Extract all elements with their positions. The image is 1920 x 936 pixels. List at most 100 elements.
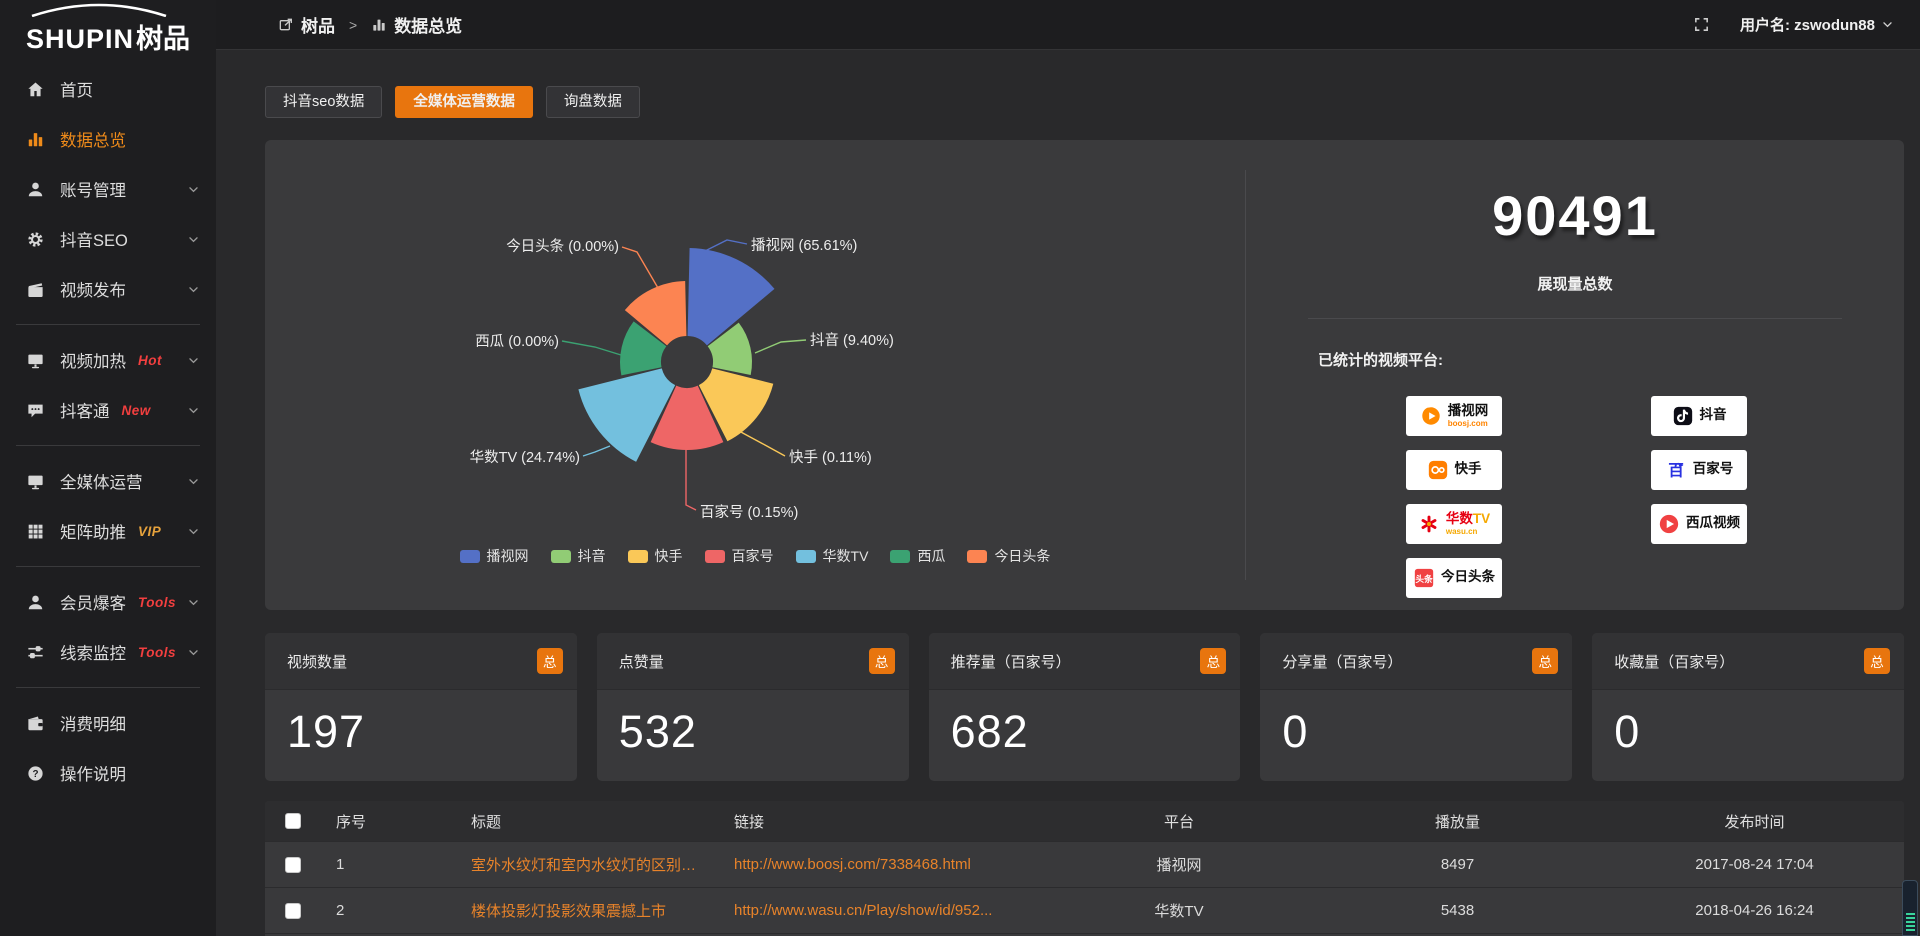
row-checkbox[interactable]: [284, 902, 301, 919]
sidebar-item[interactable]: 线索监控 Tools: [0, 627, 216, 677]
sidebar-item[interactable]: 消费明细: [0, 698, 216, 748]
legend-item[interactable]: 西瓜: [890, 546, 945, 566]
chevron-down-icon: [187, 233, 200, 246]
brand-name-cn: 树品: [136, 23, 190, 54]
rose-slice-抖音[interactable]: [707, 322, 752, 376]
sidebar-item-label: 线索监控: [60, 645, 126, 663]
sidebar-item[interactable]: 抖客通 New: [0, 385, 216, 435]
col-header-plays: 播放量: [1434, 813, 1480, 831]
cell-url-link[interactable]: http://www.wasu.cn/Play/show/id/952...: [734, 902, 993, 919]
label-line-西瓜: [561, 340, 622, 356]
slice-callout-百家号: 百家号 (0.15%): [700, 504, 798, 521]
chevron-down-icon: [1881, 18, 1894, 31]
screen-icon: [26, 472, 45, 491]
legend-item[interactable]: 播视网: [459, 546, 529, 566]
sidebar-item[interactable]: 抖音SEO: [0, 214, 216, 264]
rose-chart[interactable]: 播视网 (65.61%) 抖音 (9.40%) 快手 (0.11%) 百家号 (0.1…: [265, 140, 1245, 610]
label-line-百家号: [685, 436, 697, 511]
rose-slice-快手[interactable]: [698, 368, 774, 442]
sidebar-item-label: 抖音SEO: [60, 232, 128, 250]
sidebar-item[interactable]: 视频加热 Hot: [0, 335, 216, 385]
sidebar-item-tag: New: [121, 402, 151, 418]
stat-card-title: 视频数量: [287, 653, 348, 671]
douyin-logo: [1672, 405, 1694, 427]
slice-callout-华数TV: 华数TV (24.74%): [470, 449, 580, 466]
platform-badge: 播视网 boosj.com: [1406, 395, 1502, 436]
platform-name: 西瓜视频: [1686, 515, 1740, 531]
row-checkbox[interactable]: [284, 856, 301, 873]
legend-label: 西瓜: [917, 548, 946, 564]
platforms-title: 已统计的视频平台:: [1318, 351, 1443, 369]
help-icon: ?: [26, 764, 45, 783]
platform-name: 华数: [1445, 511, 1473, 526]
sidebar-item-tag: Hot: [138, 352, 162, 368]
legend-label: 百家号: [731, 548, 774, 564]
sidebar: SHUPIN树品 首页 数据总览: [0, 0, 216, 936]
cell-title-link[interactable]: 室外水纹灯和室内水纹灯的区别和简介: [471, 857, 718, 874]
platform-badges: 播视网 boosj.com 快手: [1406, 395, 1904, 598]
menu-divider: [16, 445, 200, 446]
stat-card-title: 收藏量（百家号）: [1614, 653, 1735, 671]
cell-url-link[interactable]: http://www.boosj.com/7338468.html: [734, 856, 971, 873]
chevron-down-icon: [187, 404, 200, 417]
tab-button[interactable]: 全媒体运营数据: [395, 86, 533, 118]
tab-button[interactable]: 抖音seo数据: [265, 86, 383, 118]
platform-subtext: boosj.com: [1447, 418, 1488, 428]
sidebar-item[interactable]: ? 操作说明: [0, 748, 216, 798]
svg-text:头条: 头条: [1415, 573, 1433, 584]
sidebar-item[interactable]: 全媒体运营: [0, 456, 216, 506]
total-impressions-value: 90491: [1492, 184, 1658, 247]
sidebar-item-label: 首页: [60, 82, 93, 100]
sidebar-item-label: 全媒体运营: [60, 474, 143, 492]
stat-card-value: 0: [1614, 706, 1641, 757]
cell-plays: 8497: [1440, 856, 1475, 873]
legend-item[interactable]: 抖音: [550, 546, 606, 566]
legend-item[interactable]: 今日头条: [967, 546, 1050, 566]
boosj-logo: [1420, 405, 1442, 427]
legend-item[interactable]: 华数TV: [795, 546, 868, 566]
breadcrumb-current: 数据总览: [394, 17, 463, 36]
platform-name: 播视网: [1447, 403, 1489, 418]
platform-badge-column-left: 播视网 boosj.com 快手: [1406, 395, 1502, 598]
tab-button[interactable]: 询盘数据: [545, 86, 640, 118]
sidebar-item[interactable]: 首页: [0, 64, 216, 114]
wasu-logo: [1418, 513, 1440, 535]
sidebar-item-tag: VIP: [138, 523, 162, 539]
videos-table: 序号 标题 链接 平台 播放量 发布时间 1 室外水纹灯和室内水纹灯的区别和简介…: [265, 801, 1904, 936]
select-all-checkbox[interactable]: [284, 813, 301, 829]
table-body: 1 室外水纹灯和室内水纹灯的区别和简介 http://www.boosj.com…: [265, 841, 1904, 933]
panel-divider: [1245, 170, 1246, 580]
user-menu[interactable]: 用户名: zswodun88: [1740, 14, 1894, 35]
legend-color-chip: [890, 549, 911, 563]
platform-badge: 西瓜视频: [1651, 503, 1747, 544]
rose-slice-华数TV[interactable]: [578, 368, 676, 462]
rose-slice-百家号[interactable]: [650, 385, 724, 451]
sidebar-item[interactable]: 数据总览: [0, 114, 216, 164]
rose-slice-西瓜[interactable]: [620, 321, 667, 376]
main-area: 树品 > 数据总览 用户名: zswodun88 抖音seo数据: [216, 0, 1920, 936]
stat-card: 分享量（百家号） 总 0: [1260, 633, 1573, 781]
sidebar-item[interactable]: 视频发布: [0, 264, 216, 314]
sidebar-item[interactable]: 账号管理: [0, 164, 216, 214]
rose-slice-今日头条[interactable]: [624, 281, 687, 346]
breadcrumb-root[interactable]: 树品: [301, 17, 335, 36]
legend-label: 播视网: [486, 548, 529, 564]
slice-callout-西瓜: 西瓜 (0.00%): [475, 334, 559, 350]
bar-chart-icon: [26, 130, 45, 149]
rose-slice-播视网[interactable]: [687, 248, 775, 346]
fullscreen-icon[interactable]: [1693, 16, 1710, 33]
legend-item[interactable]: 快手: [627, 546, 683, 566]
sidebar-item[interactable]: 矩阵助推 VIP: [0, 506, 216, 556]
cell-time: 2017-08-24 17:04: [1695, 856, 1814, 873]
label-line-华数TV: [582, 445, 611, 457]
legend-item[interactable]: 百家号: [704, 546, 774, 566]
floating-scroll-widget[interactable]: [1902, 880, 1918, 936]
sidebar-item[interactable]: 会员爆客 Tools: [0, 577, 216, 627]
col-header-link: 链接: [734, 813, 765, 831]
menu-divider: [16, 687, 200, 688]
legend-color-chip: [550, 549, 571, 563]
platform-subtext: wasu.cn: [1445, 526, 1478, 536]
platform-badge: 快手: [1406, 449, 1502, 490]
sidebar-item-label: 视频加热: [60, 353, 126, 371]
cell-title-link[interactable]: 楼体投影灯投影效果震撼上市: [471, 903, 667, 920]
